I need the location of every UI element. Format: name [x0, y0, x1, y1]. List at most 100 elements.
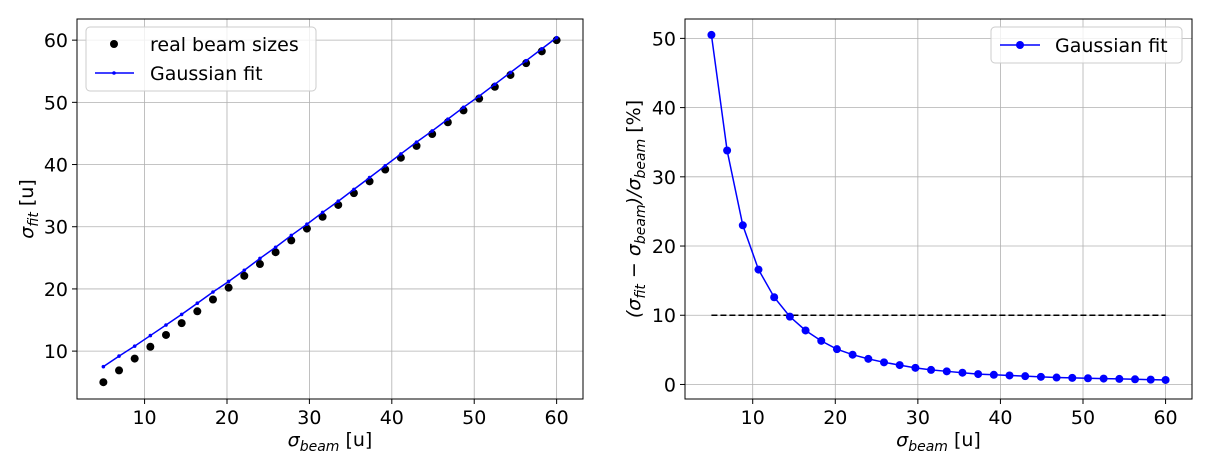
data-point-gaussian-fit [446, 117, 450, 121]
data-point-gaussian-fit [1036, 372, 1045, 381]
data-point-gaussian-fit [524, 58, 528, 63]
y-tick-label: 40 [652, 98, 676, 120]
right-ylabel-mid: − σ [623, 243, 645, 284]
left-y-axis-label: σfit [u] [16, 179, 42, 239]
data-point-gaussian-fit [383, 163, 388, 168]
right-xlabel-sub: beam [908, 439, 948, 455]
data-point-gaussian-fit [414, 140, 419, 144]
y-tick-label: 60 [44, 30, 68, 52]
data-point-real-beam-sizes [475, 94, 484, 103]
data-point-gaussian-fit [508, 70, 513, 75]
data-point-gaussian-fit [211, 290, 215, 294]
data-point-gaussian-fit [1115, 374, 1124, 383]
data-point-real-beam-sizes [224, 283, 233, 292]
data-point-real-beam-sizes [552, 36, 561, 45]
data-point-gaussian-fit [927, 365, 936, 374]
data-point-gaussian-fit [132, 344, 137, 348]
data-point-gaussian-fit [258, 256, 262, 261]
data-point-gaussian-fit [1052, 373, 1061, 382]
data-point-real-beam-sizes [490, 82, 499, 91]
data-point-gaussian-fit [430, 129, 434, 133]
data-point-real-beam-sizes [255, 260, 264, 269]
data-point-gaussian-fit [864, 354, 873, 363]
data-point-real-beam-sizes [537, 47, 546, 56]
left-series [99, 35, 561, 387]
right-xlabel-unit: [u] [948, 429, 981, 451]
x-tick-label: 20 [823, 407, 847, 429]
y-tick-label: 20 [652, 236, 676, 258]
data-point-gaussian-fit [179, 312, 184, 317]
data-point-gaussian-fit [148, 333, 153, 338]
right-x-axis-label: σbeam [u] [896, 429, 981, 455]
data-point-gaussian-fit [367, 175, 372, 180]
data-point-real-beam-sizes [146, 342, 155, 351]
left-ticks: 10 20 30 40 50 60 10 20 30 40 50 60 [44, 30, 569, 429]
x-tick-label: 60 [545, 407, 569, 429]
y-tick-label: 20 [44, 279, 68, 301]
data-point-gaussian-fit [1068, 373, 1077, 382]
x-tick-label: 50 [462, 407, 486, 429]
data-point-gaussian-fit [352, 187, 356, 192]
y-tick-label: 50 [44, 92, 68, 114]
right-ylabel-open: (σ [623, 298, 645, 318]
data-point-gaussian-fit [723, 146, 732, 155]
data-point-real-beam-sizes [193, 307, 202, 316]
x-tick-label: 10 [132, 407, 156, 429]
data-point-gaussian-fit [320, 210, 325, 215]
data-point-gaussian-fit [1021, 372, 1030, 381]
left-xlabel-sub: beam [300, 439, 340, 455]
series-line-gaussian-fit [710, 34, 1166, 381]
data-point-real-beam-sizes [522, 59, 531, 68]
right-series [707, 30, 1170, 384]
left-ylabel-unit: [u] [16, 179, 38, 212]
x-tick-label: 30 [297, 407, 321, 429]
data-point-gaussian-fit [195, 301, 200, 306]
data-point-gaussian-fit [461, 105, 466, 110]
legend-marker-gaussian-fit [112, 71, 116, 75]
data-point-gaussian-fit [539, 47, 544, 51]
y-tick-label: 10 [652, 305, 676, 327]
legend-label-gaussian-fit-right: Gaussian fit [1055, 35, 1168, 57]
data-point-gaussian-fit [707, 30, 716, 39]
data-point-gaussian-fit [738, 221, 747, 230]
x-tick-label: 10 [741, 407, 765, 429]
x-tick-label: 20 [215, 407, 239, 429]
data-point-real-beam-sizes [177, 319, 186, 328]
right-ylabel-sub2: beam [633, 204, 649, 244]
left-plot-frame [76, 18, 584, 400]
data-point-gaussian-fit [817, 336, 826, 345]
data-point-gaussian-fit [305, 222, 309, 227]
right-ylabel-sub1: fit [633, 284, 649, 299]
data-point-gaussian-fit [289, 233, 294, 238]
right-xlabel-sigma: σ [896, 429, 909, 451]
data-point-gaussian-fit [1099, 374, 1108, 383]
right-ticks: 10 20 30 40 50 60 0 10 20 30 40 50 [652, 28, 1178, 429]
left-ylabel-sigma: σ [16, 226, 38, 239]
legend-marker-gaussian-fit-right [1016, 41, 1024, 49]
left-legend: real beam sizes Gaussian fit [85, 26, 317, 92]
data-point-gaussian-fit [1161, 375, 1170, 384]
data-point-real-beam-sizes [99, 378, 108, 387]
data-point-real-beam-sizes [302, 224, 311, 233]
x-tick-label: 40 [988, 407, 1012, 429]
y-tick-label: 50 [652, 28, 676, 50]
data-point-real-beam-sizes [271, 248, 280, 257]
x-tick-label: 40 [380, 407, 404, 429]
left-xlabel-sigma: σ [288, 429, 301, 451]
data-point-gaussian-fit [801, 326, 810, 335]
data-point-gaussian-fit [974, 370, 983, 379]
legend-label-gaussian-fit: Gaussian fit [150, 63, 263, 85]
data-point-gaussian-fit [958, 368, 967, 377]
data-point-gaussian-fit [242, 268, 247, 273]
data-point-real-beam-sizes [208, 295, 217, 304]
right-ylabel-unit: [%] [623, 100, 645, 139]
data-point-gaussian-fit [989, 370, 998, 379]
left-legend-box [85, 26, 317, 92]
data-point-gaussian-fit [754, 265, 763, 274]
data-point-gaussian-fit [226, 279, 231, 284]
legend-marker-real-beam-sizes [110, 40, 118, 48]
right-ylabel-sub3: beam [633, 139, 649, 179]
left-xlabel-unit: [u] [339, 429, 372, 451]
